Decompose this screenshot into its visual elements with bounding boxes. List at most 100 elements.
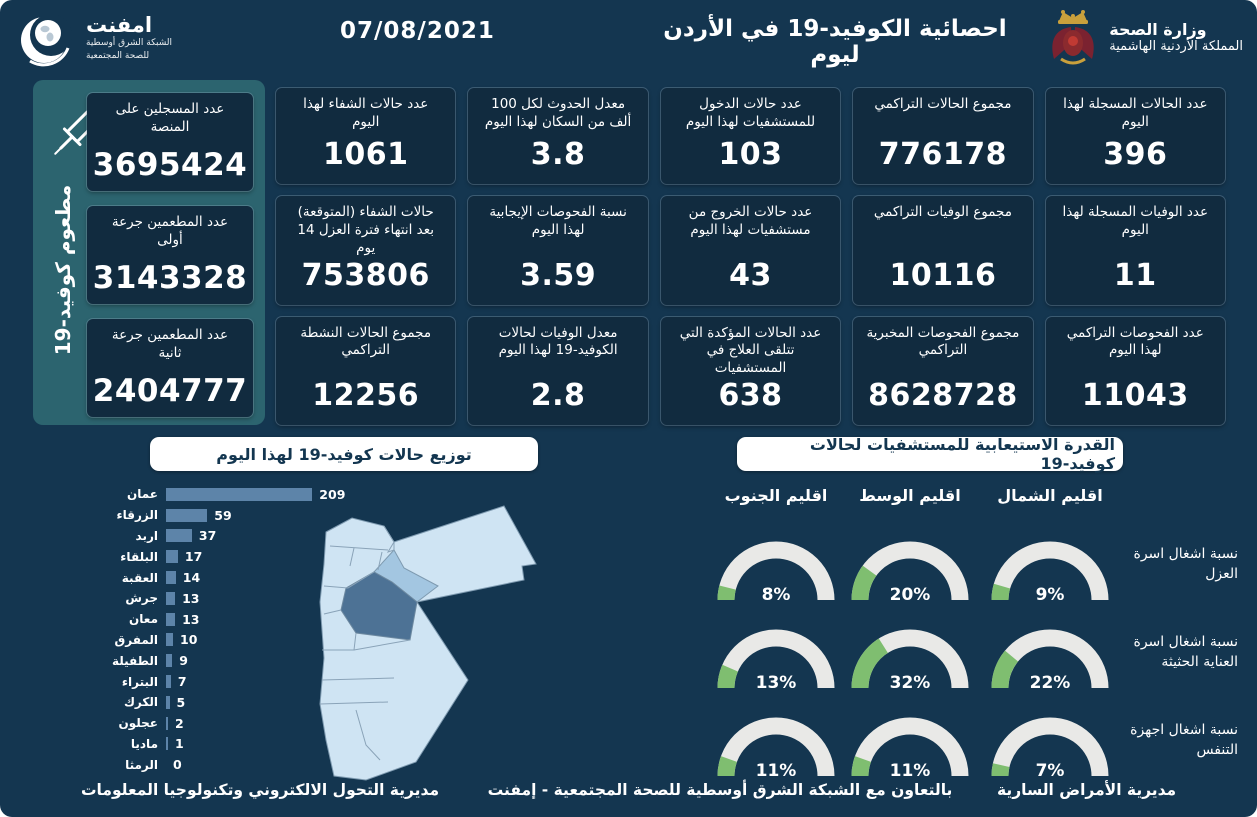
stat-value: 3.8 (530, 137, 586, 173)
bar (166, 695, 170, 709)
bar-value: 13 (182, 590, 200, 606)
emphnet-logo-text: امفنت الشبكة الشرق أوسطية للصحة المجتمعي… (86, 14, 172, 61)
emphnet-logo: امفنت الشبكة الشرق أوسطية للصحة المجتمعي… (16, 6, 172, 70)
stat-value: 12256 (312, 378, 420, 413)
bar (166, 571, 176, 585)
governorate-borders (319, 525, 411, 761)
stat-label: عدد حالات الشفاء لهذا اليوم (303, 96, 429, 130)
stat-value: 776178 (878, 137, 1008, 173)
bar-row: اربد 37 (100, 526, 400, 547)
gauge: 20% (846, 534, 974, 606)
footer-it-directorate: مديرية التحول الالكتروني وتكنولوجيا المع… (80, 781, 440, 799)
stat-card: عدد حالات الدخول للمستشفيات لهذا اليوم 10… (660, 88, 841, 185)
bar-value: 7 (177, 674, 187, 690)
bar (166, 737, 168, 751)
bar-category-label: عجلون (118, 716, 158, 731)
bar-category-label: الزرقاء (116, 508, 159, 523)
gauge: 9% (986, 534, 1114, 606)
stat-card: عدد الحالات المؤكدة التي تتلقى العلاج في… (660, 316, 841, 425)
bar-category-label: المفرق (114, 632, 159, 647)
bar-row: البتراء 7 (100, 671, 400, 692)
bar-value: 37 (198, 528, 217, 544)
bar-row: الطفيلة 9 (100, 650, 400, 671)
bar-category-label: البتراء (121, 674, 158, 689)
jordan-coat-of-arms-icon (1052, 10, 1094, 65)
stat-label: مجموع الحالات التراكمي (874, 96, 1012, 112)
bar-category-label: اربد (135, 528, 158, 543)
gauge-value: 32% (889, 673, 931, 693)
bar-value: 1 (175, 736, 184, 752)
report-date: 07/08/2021 (340, 18, 495, 44)
stat-label: عدد حالات الخروج من مستشفيات لهذا اليوم (688, 204, 813, 238)
stat-card: عدد حالات الخروج من مستشفيات لهذا اليوم 4… (660, 196, 841, 305)
stat-value: 3.59 (520, 257, 597, 293)
bar-row: جرش 13 (100, 588, 400, 609)
ministry-text: وزارة الصحة المملكة الأردنية الهاشمية (1109, 20, 1243, 54)
stat-label: عدد الحالات المسجلة لهذا اليوم (1063, 96, 1208, 130)
bar (166, 550, 178, 564)
emphnet-name: امفنت (86, 13, 153, 38)
gauge-value: 8% (761, 585, 791, 605)
bar-row: الكرك 5 (100, 692, 400, 713)
stat-label: عدد حالات الدخول للمستشفيات لهذا اليوم (685, 96, 816, 130)
gauge-value: 7% (1035, 761, 1065, 781)
bar-value: 209 (319, 486, 346, 502)
bar (166, 612, 176, 626)
stat-value: 638 (718, 378, 783, 413)
vaccine-cards: عدد المسجلين على المنصة 3695424 عدد المطعم… (87, 93, 253, 417)
bar-chart-title: توزيع حالات كوفيد-19 لهذا اليوم (150, 437, 538, 471)
vaccination-panel-label: مطعوم كوفيد-19 (51, 184, 75, 356)
ministry-logo-block: وزارة الصحة المملكة الأردنية الهاشمية (1047, 7, 1243, 67)
bar-row: عجلون 2 (100, 713, 400, 734)
stat-value: 3143328 (92, 260, 248, 296)
stat-card: مجموع الوفيات التراكمي 10116 (853, 196, 1033, 305)
bar-value: 13 (182, 611, 200, 627)
region-header: اقليم الشمال (997, 486, 1103, 505)
region-header: اقليم الجنوب (724, 486, 828, 505)
bar-row: عمان 209 (100, 484, 400, 505)
stat-value: 8628728 (868, 378, 1018, 413)
vaccine-stat-card: عدد المطعمين جرعة أولى 3143328 (87, 206, 253, 304)
stat-label: مجموع الحالات النشطة التراكمي (300, 324, 432, 359)
stat-card: مجموع الفحوصات المخبرية التراكمي 8628728 (853, 316, 1033, 425)
stat-card: عدد الوفيات المسجلة لهذا اليوم 11 (1045, 196, 1225, 305)
gauge: 11% (846, 710, 974, 782)
emphnet-subline1: الشبكة الشرق أوسطية (86, 38, 173, 49)
gauge-value: 13% (755, 673, 797, 693)
bar-row: البلقاء 17 (100, 546, 400, 567)
stat-card: عدد حالات الشفاء لهذا اليوم 1061 (276, 88, 456, 185)
bar-value: 59 (214, 507, 232, 523)
stat-card: عدد الفحوصات التراكمي لهذا اليوم 11043 (1045, 316, 1225, 425)
bar-value: 0 (173, 757, 182, 773)
stat-label: مجموع الفحوصات المخبرية التراكمي (866, 324, 1020, 359)
ministry-kingdom: المملكة الأردنية الهاشمية (1109, 39, 1243, 54)
gauge-row-label: نسبة اشغال اجهزة التنفس (1130, 721, 1238, 758)
bar (166, 591, 176, 605)
page-title: احصائية الكوفيد-19 في الأردن ليوم (663, 16, 1007, 68)
emphnet-subline2: للصحة المجتمعية (86, 50, 150, 61)
stat-card: مجموع الحالات النشطة التراكمي 12256 (276, 316, 456, 425)
bar-row: معان 13 (100, 609, 400, 630)
stat-value: 2.8 (530, 378, 586, 413)
bar (166, 529, 192, 543)
vaccine-stat-card: عدد المطعمين جرعة ثانية 2404777 (87, 319, 253, 417)
stat-label: حالات الشفاء (المتوقعة) بعد انتهاء فترة … (297, 204, 435, 256)
bar (166, 633, 173, 647)
vaccine-stat-card: عدد المسجلين على المنصة 3695424 (87, 93, 253, 191)
stat-value: 11 (1113, 257, 1157, 293)
stat-card: حالات الشفاء (المتوقعة) بعد انتهاء فترة … (276, 196, 456, 305)
stat-label: نسبة الفحوصات الإيجابية لهذا اليوم (489, 204, 627, 238)
gauge-value: 20% (889, 585, 931, 605)
stat-value: 43 (729, 257, 772, 293)
bar-row: العقبة 14 (100, 567, 400, 588)
bar-row: الرمثا 0 (100, 754, 400, 775)
bar-category-label: جرش (125, 591, 158, 606)
bar-category-label: الطفيلة (111, 653, 158, 668)
bar-category-label: الكرك (123, 695, 158, 710)
bar (166, 508, 208, 522)
stat-label: معدل الوفيات لحالات الكوفيد-19 لهذا اليو… (498, 324, 618, 359)
gauge: 7% (986, 710, 1114, 782)
gauge-value: 11% (889, 761, 931, 781)
stat-value: 2404777 (92, 373, 248, 409)
